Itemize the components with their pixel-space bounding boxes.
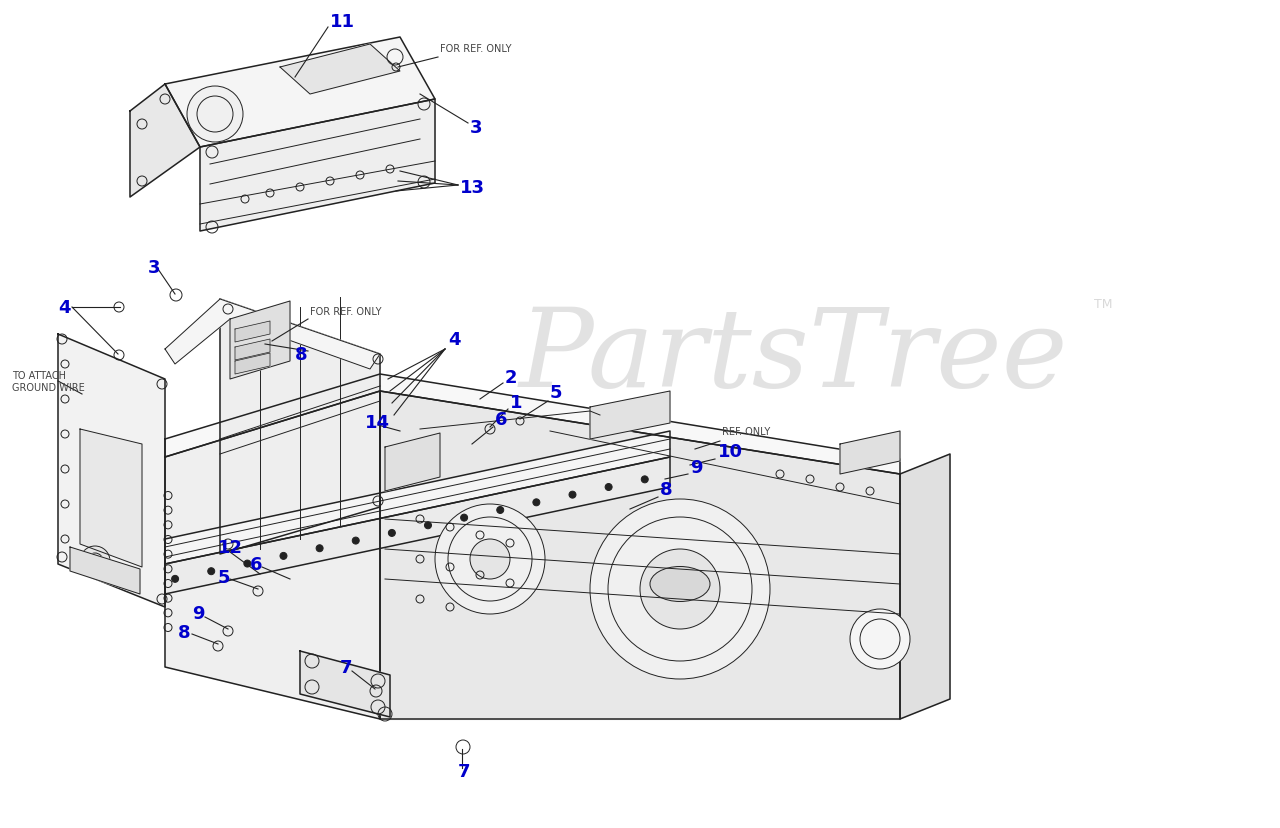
Circle shape: [352, 537, 360, 545]
Polygon shape: [165, 457, 669, 595]
Text: 8: 8: [294, 345, 307, 363]
Circle shape: [244, 561, 251, 567]
Text: 12: 12: [218, 538, 243, 556]
Text: 4: 4: [448, 330, 461, 349]
Polygon shape: [840, 431, 900, 474]
Circle shape: [388, 530, 396, 537]
Polygon shape: [900, 455, 950, 720]
Text: 5: 5: [550, 383, 562, 402]
Text: PartsTree: PartsTree: [518, 302, 1069, 410]
Circle shape: [532, 499, 540, 506]
Circle shape: [470, 539, 509, 580]
Polygon shape: [385, 434, 440, 491]
Text: TM: TM: [1094, 298, 1112, 311]
Circle shape: [641, 476, 648, 484]
Polygon shape: [81, 430, 142, 567]
Polygon shape: [165, 374, 900, 474]
Polygon shape: [300, 651, 390, 717]
Circle shape: [207, 568, 215, 575]
Circle shape: [435, 504, 545, 614]
Text: 10: 10: [718, 442, 742, 460]
Text: 8: 8: [660, 480, 672, 498]
Text: FOR REF. ONLY: FOR REF. ONLY: [310, 306, 381, 316]
Polygon shape: [165, 392, 380, 720]
Polygon shape: [230, 301, 291, 379]
Circle shape: [316, 545, 323, 552]
Text: REF. ONLY: REF. ONLY: [722, 426, 771, 436]
Circle shape: [280, 553, 287, 560]
Text: 3: 3: [148, 258, 160, 277]
Polygon shape: [200, 100, 435, 232]
Text: 13: 13: [460, 179, 485, 197]
Polygon shape: [165, 38, 435, 148]
Polygon shape: [165, 431, 669, 565]
Text: 14: 14: [365, 413, 390, 431]
Circle shape: [172, 575, 179, 583]
Text: 2: 2: [506, 368, 517, 387]
Polygon shape: [236, 354, 270, 374]
Text: 6: 6: [495, 411, 507, 428]
Text: 5: 5: [218, 568, 230, 586]
Circle shape: [497, 507, 504, 514]
Text: 8: 8: [178, 623, 191, 641]
Text: 3: 3: [470, 119, 483, 137]
Polygon shape: [236, 339, 270, 360]
Polygon shape: [236, 321, 270, 343]
Circle shape: [605, 484, 612, 491]
Ellipse shape: [650, 567, 710, 602]
Circle shape: [81, 546, 110, 576]
Text: TO ATTACH
GROUND WIRE: TO ATTACH GROUND WIRE: [12, 371, 84, 392]
Polygon shape: [280, 45, 399, 95]
Polygon shape: [590, 392, 669, 440]
Text: 1: 1: [509, 393, 522, 412]
Text: 9: 9: [690, 459, 703, 476]
Text: 4: 4: [58, 299, 70, 316]
Text: 7: 7: [458, 762, 471, 780]
Circle shape: [640, 549, 719, 629]
Polygon shape: [70, 547, 140, 595]
Circle shape: [461, 514, 467, 522]
Text: 11: 11: [330, 13, 355, 31]
Text: 7: 7: [340, 658, 352, 676]
Text: FOR REF. ONLY: FOR REF. ONLY: [440, 44, 512, 54]
Circle shape: [850, 609, 910, 669]
Circle shape: [425, 522, 431, 529]
Text: 9: 9: [192, 604, 205, 623]
Polygon shape: [380, 392, 900, 720]
Polygon shape: [131, 85, 200, 198]
Text: 6: 6: [250, 556, 262, 573]
Polygon shape: [58, 335, 165, 607]
Circle shape: [187, 87, 243, 142]
Circle shape: [590, 499, 771, 679]
Circle shape: [570, 492, 576, 498]
Polygon shape: [220, 300, 380, 554]
Polygon shape: [165, 300, 380, 369]
